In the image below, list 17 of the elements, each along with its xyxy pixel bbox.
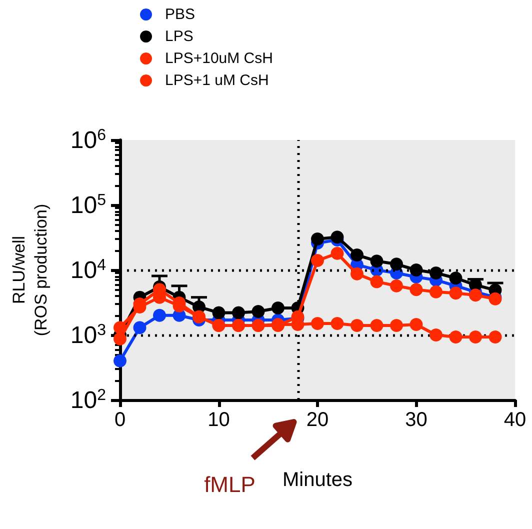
- y-tick-label: 10$^{4}$: [70, 256, 106, 284]
- x-tick-label: 20: [306, 409, 329, 431]
- x-tick-label: 10: [208, 409, 230, 431]
- y-tick-label: 10$^{3}$: [70, 322, 106, 349]
- y-tick-label: 10$^{2}$: [70, 386, 106, 414]
- text: fMLP: [204, 472, 256, 497]
- y-axis-title: RLU/well (ROS production): [10, 204, 50, 336]
- x-tick-label: 30: [405, 409, 428, 431]
- legend-label: LPS+10uM CsH: [165, 50, 273, 67]
- x-tick-label: 40: [504, 409, 526, 431]
- x-tick-label: 0: [114, 409, 126, 431]
- y-tick-label: 10$^{6}$: [70, 126, 106, 154]
- y-tick-label: 10$^{5}$: [70, 192, 106, 219]
- legend-label: PBS: [165, 6, 196, 23]
- legend-label: LPS: [165, 28, 194, 45]
- legend-label: LPS+1 uM CsH: [165, 72, 269, 89]
- x-axis-title: Minutes: [282, 469, 353, 491]
